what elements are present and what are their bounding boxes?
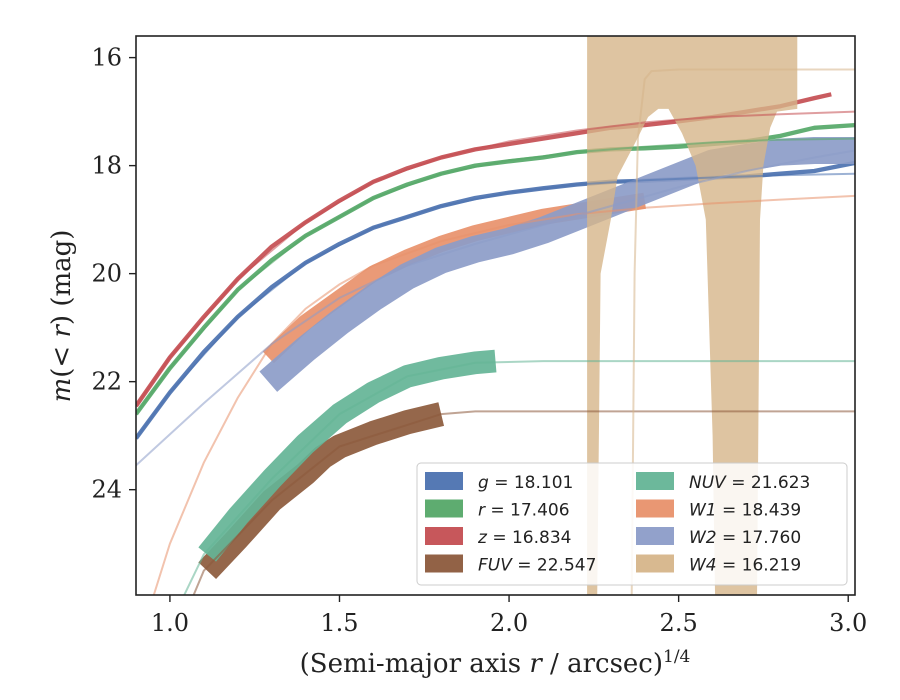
legend-swatch-z bbox=[425, 527, 463, 545]
y-tick-label: 16 bbox=[91, 44, 122, 72]
y-axis: 16 18 20 22 24 bbox=[91, 44, 136, 504]
y-tick-label: 24 bbox=[91, 476, 122, 504]
nuv-model-curve bbox=[183, 360, 855, 595]
x-axis: 1.0 1.5 2.0 2.5 3.0 bbox=[151, 595, 867, 637]
fuv-model-curve bbox=[192, 410, 855, 595]
x-tick-label: 1.0 bbox=[151, 609, 189, 637]
x-tick-label: 3.0 bbox=[829, 609, 867, 637]
w2-model-curve bbox=[136, 149, 855, 467]
legend-label-r: r = 17.406 bbox=[478, 501, 570, 521]
legend-label-w2: W2 = 17.760 bbox=[689, 528, 801, 548]
legend-box bbox=[416, 462, 848, 586]
r-model-curve bbox=[136, 137, 855, 415]
legend-label-nuv: NUV = 21.623 bbox=[689, 473, 810, 493]
legend-label-fuv: FUV = 22.547 bbox=[478, 556, 596, 576]
plot-frame bbox=[135, 35, 856, 596]
legend-swatch-fuv bbox=[425, 554, 463, 573]
w1-model-curve bbox=[152, 194, 855, 595]
legend-label-z: z = 16.834 bbox=[477, 528, 571, 548]
x-axis-label: (Semi-major axis r / arcsec)1/4 bbox=[300, 647, 691, 679]
z-model-curve bbox=[136, 110, 855, 407]
legend-label-w4: W4 = 16.219 bbox=[689, 556, 801, 576]
legend-swatch-w1 bbox=[636, 499, 674, 518]
legend-label-g: g = 18.101 bbox=[478, 473, 573, 493]
legend-swatch-g bbox=[425, 472, 463, 490]
fuv-profile bbox=[198, 402, 445, 580]
legend-swatch-r bbox=[425, 499, 463, 518]
w4-model-curve bbox=[630, 68, 855, 595]
model-curves bbox=[136, 68, 855, 595]
y-axis-label: m(< r) (mag) bbox=[47, 230, 77, 403]
y-tick-label: 20 bbox=[91, 260, 122, 288]
legend-label-w1: W1 = 18.439 bbox=[689, 501, 801, 521]
legend-swatch-nuv bbox=[636, 472, 674, 490]
y-tick-label: 22 bbox=[91, 368, 122, 396]
y-tick-label: 18 bbox=[91, 152, 122, 180]
legend: g = 18.101 r = 17.406 z = 16.834 FUV = 22.5… bbox=[416, 462, 848, 586]
legend-swatch-w4 bbox=[636, 554, 674, 573]
x-tick-label: 1.5 bbox=[320, 609, 358, 637]
x-tick-label: 2.5 bbox=[660, 609, 698, 637]
legend-swatch-w2 bbox=[636, 527, 674, 545]
x-tick-label: 2.0 bbox=[490, 609, 528, 637]
